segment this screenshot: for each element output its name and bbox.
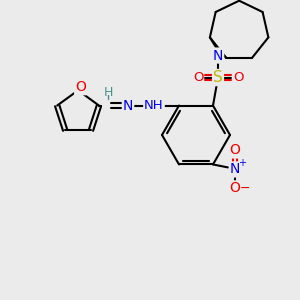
- Text: O: O: [233, 71, 243, 84]
- Text: H: H: [103, 86, 113, 99]
- Text: O: O: [75, 80, 86, 94]
- Text: O: O: [193, 71, 203, 84]
- Text: O: O: [230, 182, 240, 195]
- Text: N: N: [230, 162, 240, 176]
- Text: N: N: [213, 49, 223, 63]
- Text: O: O: [230, 143, 240, 158]
- Text: NH: NH: [144, 99, 164, 112]
- Text: −: −: [240, 182, 250, 195]
- Text: +: +: [238, 158, 246, 168]
- Text: N: N: [123, 99, 133, 112]
- Text: S: S: [213, 70, 223, 85]
